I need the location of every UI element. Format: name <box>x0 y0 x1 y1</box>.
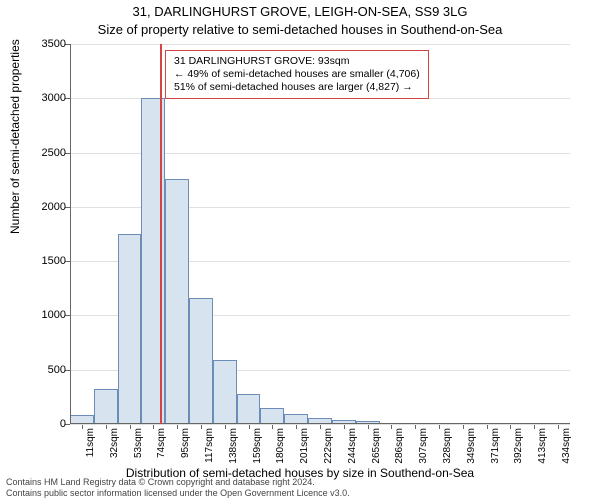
y-tick-label: 3000 <box>26 92 66 104</box>
x-axis-line <box>70 423 570 424</box>
chart-title-line2: Size of property relative to semi-detach… <box>0 22 600 37</box>
histogram-bar <box>189 298 213 424</box>
y-tick-label: 500 <box>26 364 66 376</box>
histogram-bar <box>213 360 237 424</box>
footer-line1: Contains HM Land Registry data © Crown c… <box>6 477 315 487</box>
plot-area: 050010001500200025003000350011sqm32sqm53… <box>70 44 570 424</box>
histogram-bar <box>260 408 284 424</box>
chart-container: 31, DARLINGHURST GROVE, LEIGH-ON-SEA, SS… <box>0 0 600 500</box>
footer-attribution: Contains HM Land Registry data © Crown c… <box>6 477 350 498</box>
y-tick-label: 3500 <box>26 38 66 50</box>
histogram-bar <box>165 179 189 424</box>
annotation-line: ← 49% of semi-detached houses are smalle… <box>174 68 420 81</box>
y-tick-label: 0 <box>26 418 66 430</box>
annotation-box: 31 DARLINGHURST GROVE: 93sqm← 49% of sem… <box>165 50 429 99</box>
gridline <box>70 424 570 425</box>
footer-line2: Contains public sector information licen… <box>6 488 350 498</box>
y-tick-label: 1500 <box>26 255 66 267</box>
y-tick-label: 2500 <box>26 147 66 159</box>
gridline <box>70 44 570 45</box>
y-axis-line <box>70 44 71 424</box>
annotation-line: 51% of semi-detached houses are larger (… <box>174 81 420 94</box>
y-tick-label: 2000 <box>26 201 66 213</box>
property-marker-line <box>160 44 162 424</box>
chart-title-line1: 31, DARLINGHURST GROVE, LEIGH-ON-SEA, SS… <box>0 4 600 19</box>
y-axis-label: Number of semi-detached properties <box>8 39 22 234</box>
annotation-line: 31 DARLINGHURST GROVE: 93sqm <box>174 55 420 68</box>
y-tick-label: 1000 <box>26 309 66 321</box>
histogram-bar <box>118 234 142 424</box>
histogram-bar <box>94 389 118 424</box>
histogram-bar <box>237 394 261 424</box>
